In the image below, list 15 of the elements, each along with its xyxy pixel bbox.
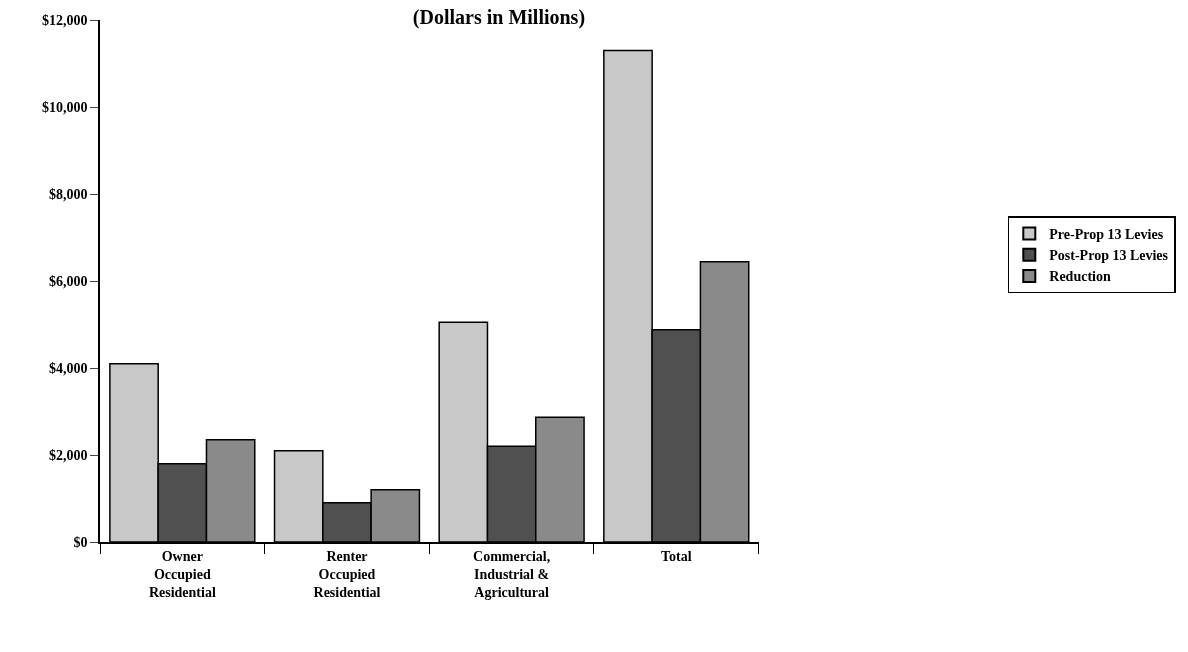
y-tick-label: $10,000 — [41, 99, 88, 115]
y-tick-label: $2,000 — [48, 447, 88, 463]
y-tick-label: $12,000 — [41, 12, 88, 28]
legend-label: Pre-Prop 13 Levies — [1049, 226, 1164, 242]
x-tick-label: Total — [660, 548, 692, 564]
y-tick-label: $8,000 — [48, 186, 88, 202]
legend-label: Post-Prop 13 Levies — [1049, 248, 1169, 264]
x-tick-label: Renter Occupied Residential — [313, 548, 381, 600]
chart-title: (Dollars in Millions) — [412, 5, 586, 29]
y-tick-label: $4,000 — [48, 360, 88, 376]
legend-label: Reduction — [1049, 269, 1111, 285]
y-tick-label: $6,000 — [48, 273, 88, 289]
x-tick-label: Owner Occupied Residential — [148, 548, 216, 600]
y-tick-label: $0 — [73, 534, 88, 550]
x-tick-label: Commercial, Industrial & Agricultural — [473, 548, 551, 600]
